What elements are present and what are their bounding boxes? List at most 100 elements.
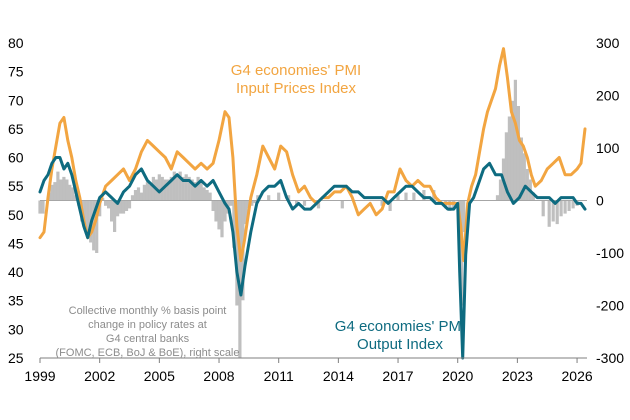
policy-rate-bar [148,184,152,201]
policy-rate-bar [187,176,191,201]
policy-rate-bar [178,171,182,201]
x-tick-label: 2002 [84,368,115,384]
output-index-label: G4 economies' PMI Output Index [334,318,466,353]
policy-rate-bar [388,200,392,211]
left-tick-label: 65 [8,121,24,137]
policy-rate-bar [498,179,503,201]
left-tick-label: 40 [8,264,24,280]
policy-rate-bar [53,182,57,201]
policy-rate-bar [202,187,206,201]
left-tick-label: 55 [8,178,24,194]
right-tick-label: 0 [596,193,604,209]
x-tick-label: 2005 [144,368,175,384]
policy-rate-bar [217,200,221,230]
policy-rate-bar [163,179,167,201]
input-prices-label: G4 economies' PMI Input Prices Index [230,62,362,97]
policy-rate-bar [214,200,218,222]
policy-rate-bar [208,192,212,201]
policy-rate-bar [205,190,209,201]
output-index-line [38,156,587,360]
policy-rate-bar [65,179,69,201]
policy-rate-bar [199,182,203,201]
policy-rate-bar [169,176,173,201]
policy-rate-bar [555,200,559,225]
x-tick-label: 2008 [203,368,234,384]
policy-rate-bar [287,195,291,201]
left-tick-label: 70 [8,92,24,108]
policy-rate-bar [510,100,514,201]
policy-rate-bar [504,132,508,201]
policy-rate-bar [519,137,523,201]
policy-rate-bar [166,179,170,201]
policy-rate-bar [56,171,60,201]
policy-rate-bar [380,200,384,206]
policy-rate-bar [130,195,135,201]
policy-rate-bar [151,176,155,201]
policy-rate-bar [157,174,161,201]
x-tick-label: 2023 [502,368,533,384]
left-tick-label: 30 [8,321,24,337]
policy-rate-bar [302,200,307,206]
policy-rate-bar [133,190,138,201]
policy-rate-bar [139,192,143,201]
policy-rate-bar [567,200,571,211]
policy-rate-bar [229,200,233,206]
policy-rate-bar [142,184,146,201]
policy-rate-bar [104,200,108,206]
policy-rate-bar [127,200,132,209]
right-tick-label: 200 [596,88,620,104]
policy-rate-bar [547,200,551,227]
policy-rate-bar [396,195,400,201]
policy-rate-bar [145,182,149,201]
policy-rate-bar [563,200,567,214]
policy-rate-bar [507,116,511,201]
policy-rate-bar [110,200,114,222]
policy-rate-bar [316,200,321,209]
left-tick-label: 80 [8,35,24,51]
policy-rate-bar [119,200,123,214]
policy-rate-bar [116,200,120,217]
policy-rate-bar [175,174,179,201]
policy-rate-bar [184,174,188,201]
policy-rate-bar [448,200,452,211]
left-tick-label: 50 [8,207,24,223]
left-tick-label: 35 [8,293,24,309]
policy-rate-bar [41,200,45,214]
policy-rate-bar [340,200,344,209]
policy-rate-bar [235,200,239,306]
policy-rate-bar [83,200,87,230]
policy-rate-bar [404,192,408,201]
policy-rate-bar [220,200,224,238]
left-tick-label: 75 [8,64,24,80]
right-tick-label: 100 [596,140,620,156]
policy-rate-bar [256,195,260,201]
policy-rate-bar [422,190,426,201]
policy-rate-bar [121,200,126,214]
policy-rate-bars-label: Collective monthly % basis point change … [55,305,240,359]
left-tick-label: 25 [8,350,24,366]
policy-rate-bar [38,200,42,214]
right-tick-label: -100 [596,245,624,261]
policy-rate-bar [516,106,520,201]
policy-rate-bar [412,192,416,201]
policy-rate-bar [62,176,66,201]
left-tick-label: 60 [8,150,24,166]
policy-rate-bar [68,184,72,201]
policy-rate-bar [295,200,299,206]
policy-rate-bar [513,79,517,201]
x-tick-label: 2014 [323,368,354,384]
policy-rate-bar [211,200,215,211]
policy-rate-bar [181,176,185,201]
policy-rate-bar [522,153,526,201]
policy-rate-bar [531,192,535,201]
right-tick-label: -300 [596,350,624,366]
policy-rate-bar [95,200,99,253]
policy-rate-bar [244,200,248,225]
policy-rate-bar [525,169,529,201]
policy-rate-bar [559,200,563,217]
policy-rate-bar [172,171,176,201]
policy-rate-bar [107,200,111,209]
policy-rate-bar [277,192,281,201]
